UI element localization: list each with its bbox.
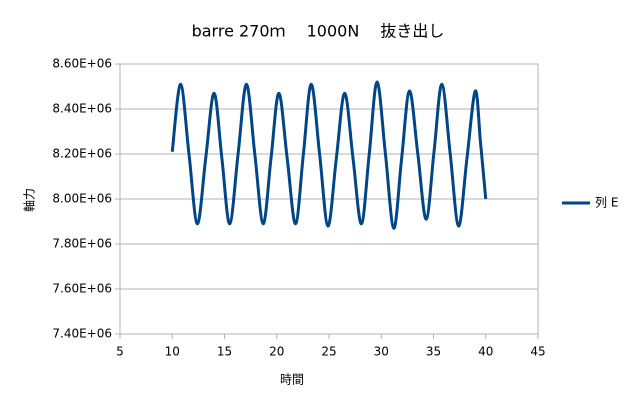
chart-title: barre 270ｍ 1000N 抜き出し bbox=[192, 22, 445, 41]
x-tick-label: 25 bbox=[321, 345, 336, 359]
x-axis-label: 時間 bbox=[280, 373, 304, 387]
x-tick-label: 35 bbox=[426, 345, 441, 359]
y-tick-label: 8.00E+06 bbox=[52, 192, 112, 206]
y-tick-label: 7.80E+06 bbox=[52, 237, 112, 251]
x-tick-label: 20 bbox=[269, 345, 284, 359]
series-line bbox=[170, 80, 488, 230]
y-tick-label: 7.40E+06 bbox=[52, 327, 112, 341]
x-tick-label: 30 bbox=[374, 345, 389, 359]
y-axis-label: 軸力 bbox=[23, 188, 37, 212]
y-tick-label: 8.60E+06 bbox=[52, 57, 112, 71]
y-tick-label: 8.20E+06 bbox=[52, 147, 112, 161]
x-tick-label: 45 bbox=[530, 345, 545, 359]
legend-label: 列 E bbox=[595, 196, 618, 210]
x-tick-label: 10 bbox=[165, 345, 180, 359]
x-tick-label: 15 bbox=[217, 345, 232, 359]
x-tick-label: 40 bbox=[478, 345, 493, 359]
y-tick-label: 8.40E+06 bbox=[52, 102, 112, 116]
y-tick-label: 7.60E+06 bbox=[52, 282, 112, 296]
x-tick-label: 5 bbox=[116, 345, 124, 359]
